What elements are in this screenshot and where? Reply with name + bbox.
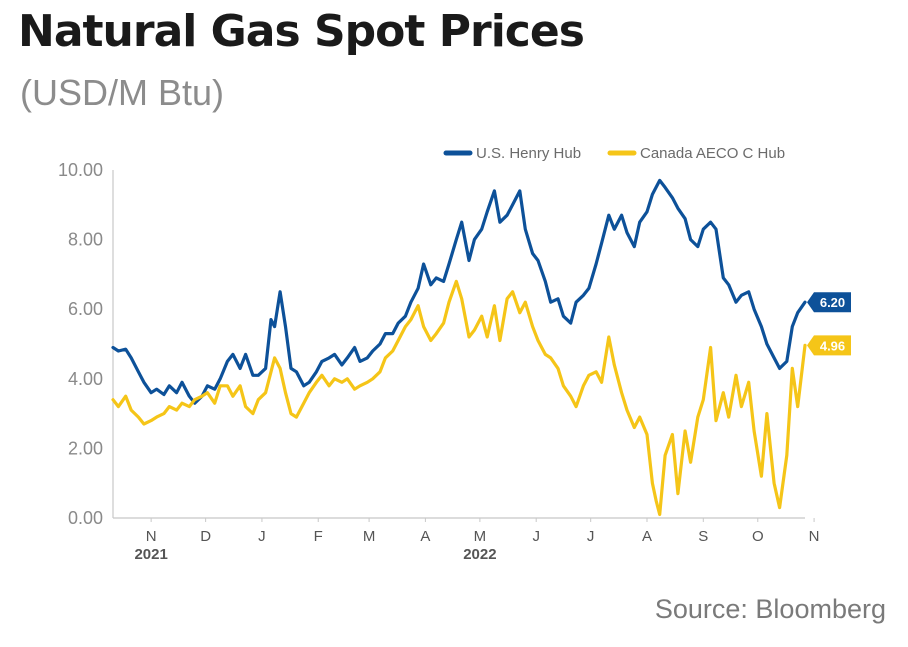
x-tick-label: N (146, 528, 157, 545)
x-tick-label: M (363, 528, 376, 545)
x-tick-label: J (532, 528, 540, 545)
x-year-label: 2022 (463, 546, 496, 563)
y-tick-label: 8.00 (68, 230, 103, 250)
source-note: Source: Bloomberg (654, 594, 886, 624)
end-value-tag (807, 335, 851, 356)
x-tick-label: A (642, 528, 652, 545)
legend-label: U.S. Henry Hub (476, 145, 581, 162)
end-value-label: 4.96 (820, 338, 845, 353)
x-tick-label: O (752, 528, 764, 545)
x-tick-label: J (258, 528, 266, 545)
chart-title: Natural Gas Spot Prices (18, 6, 585, 57)
y-tick-label: 6.00 (68, 299, 103, 319)
series-line-henry-hub (111, 178, 807, 405)
end-value-label: 6.20 (820, 295, 845, 310)
x-tick-label: A (420, 528, 430, 545)
x-tick-label: S (698, 528, 708, 545)
series-line-aeco-c-hub (111, 279, 807, 517)
y-tick-label: 2.00 (68, 438, 103, 458)
end-value-tag (807, 292, 851, 313)
x-tick-label: F (314, 528, 323, 545)
y-tick-label: 0.00 (68, 508, 103, 528)
x-tick-label: N (809, 528, 820, 545)
y-tick-label: 4.00 (68, 369, 103, 389)
legend-label: Canada AECO C Hub (640, 145, 785, 162)
y-tick-label: 10.00 (58, 160, 103, 180)
chart-subtitle: (USD/M Btu) (20, 72, 225, 113)
x-tick-label: M (474, 528, 487, 545)
x-tick-label: J (587, 528, 595, 545)
x-year-label: 2021 (134, 546, 167, 563)
x-tick-label: D (200, 528, 211, 545)
